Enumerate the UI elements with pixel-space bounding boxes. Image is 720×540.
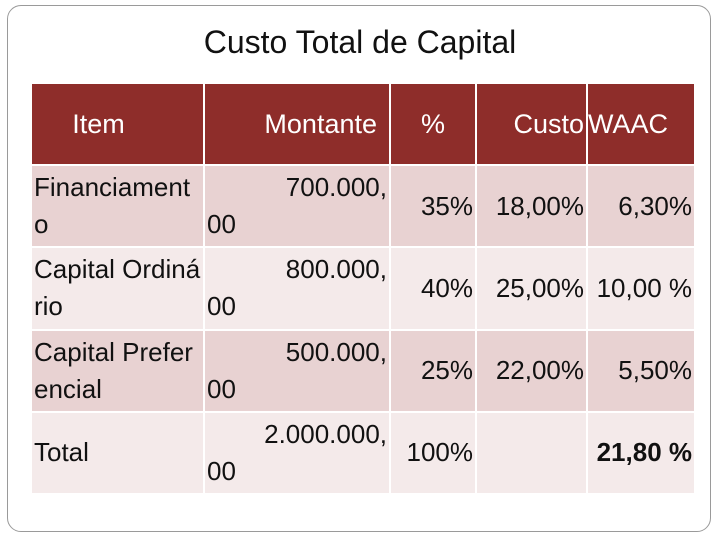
cell-waac: 6,30% bbox=[586, 163, 696, 249]
cell-waac: 10,00 % bbox=[586, 246, 696, 331]
montante-cents: 00 bbox=[207, 291, 236, 322]
cell-montante: 800.000, 00 bbox=[203, 246, 391, 331]
table-header-row: Item Montante % Custo WAAC bbox=[30, 82, 696, 166]
cell-percent: 25% bbox=[389, 328, 477, 413]
header-percent: % bbox=[389, 82, 477, 166]
header-montante: Montante bbox=[203, 82, 391, 166]
slide-frame bbox=[7, 5, 711, 532]
montante-main: 2.000.000, bbox=[264, 418, 387, 449]
cell-custo: 22,00% bbox=[475, 328, 588, 413]
cell-item: Capital Ordinário bbox=[30, 246, 205, 331]
montante-main: 500.000, bbox=[285, 336, 387, 367]
cell-percent: 35% bbox=[389, 163, 477, 249]
cell-custo: 18,00% bbox=[475, 163, 588, 249]
cell-percent: 40% bbox=[389, 246, 477, 331]
montante-cents: 00 bbox=[207, 209, 236, 240]
cell-custo bbox=[475, 410, 588, 496]
cell-item: Total bbox=[30, 410, 205, 496]
cell-montante: 2.000.000, 00 bbox=[203, 410, 391, 496]
cell-waac-total: 21,80 % bbox=[586, 410, 696, 496]
cell-percent: 100% bbox=[389, 410, 477, 496]
montante-cents: 00 bbox=[207, 455, 236, 486]
cell-item: Capital Preferencial bbox=[30, 328, 205, 413]
montante-main: 700.000, bbox=[285, 172, 387, 203]
slide-title: Custo Total de Capital bbox=[203, 24, 517, 60]
cell-montante: 700.000, 00 bbox=[203, 163, 391, 249]
table-row: Capital Preferencial 500.000, 00 25% 22,… bbox=[30, 328, 696, 413]
table-row: Total 2.000.000, 00 100% 21,80 % bbox=[30, 410, 696, 496]
cell-waac: 5,50% bbox=[586, 328, 696, 413]
capital-cost-table: Item Montante % Custo WAAC Financiamento… bbox=[30, 82, 696, 496]
cell-custo: 25,00% bbox=[475, 246, 588, 331]
table-row: Capital Ordinário 800.000, 00 40% 25,00%… bbox=[30, 246, 696, 331]
cell-montante: 500.000, 00 bbox=[203, 328, 391, 413]
header-custo: Custo bbox=[475, 82, 588, 166]
montante-main: 800.000, bbox=[285, 254, 387, 285]
table-row: Financiamento 700.000, 00 35% 18,00% 6,3… bbox=[30, 163, 696, 249]
cell-item: Financiamento bbox=[30, 163, 205, 249]
montante-cents: 00 bbox=[207, 373, 236, 404]
header-item: Item bbox=[30, 82, 205, 166]
header-waac: WAAC bbox=[586, 82, 696, 166]
